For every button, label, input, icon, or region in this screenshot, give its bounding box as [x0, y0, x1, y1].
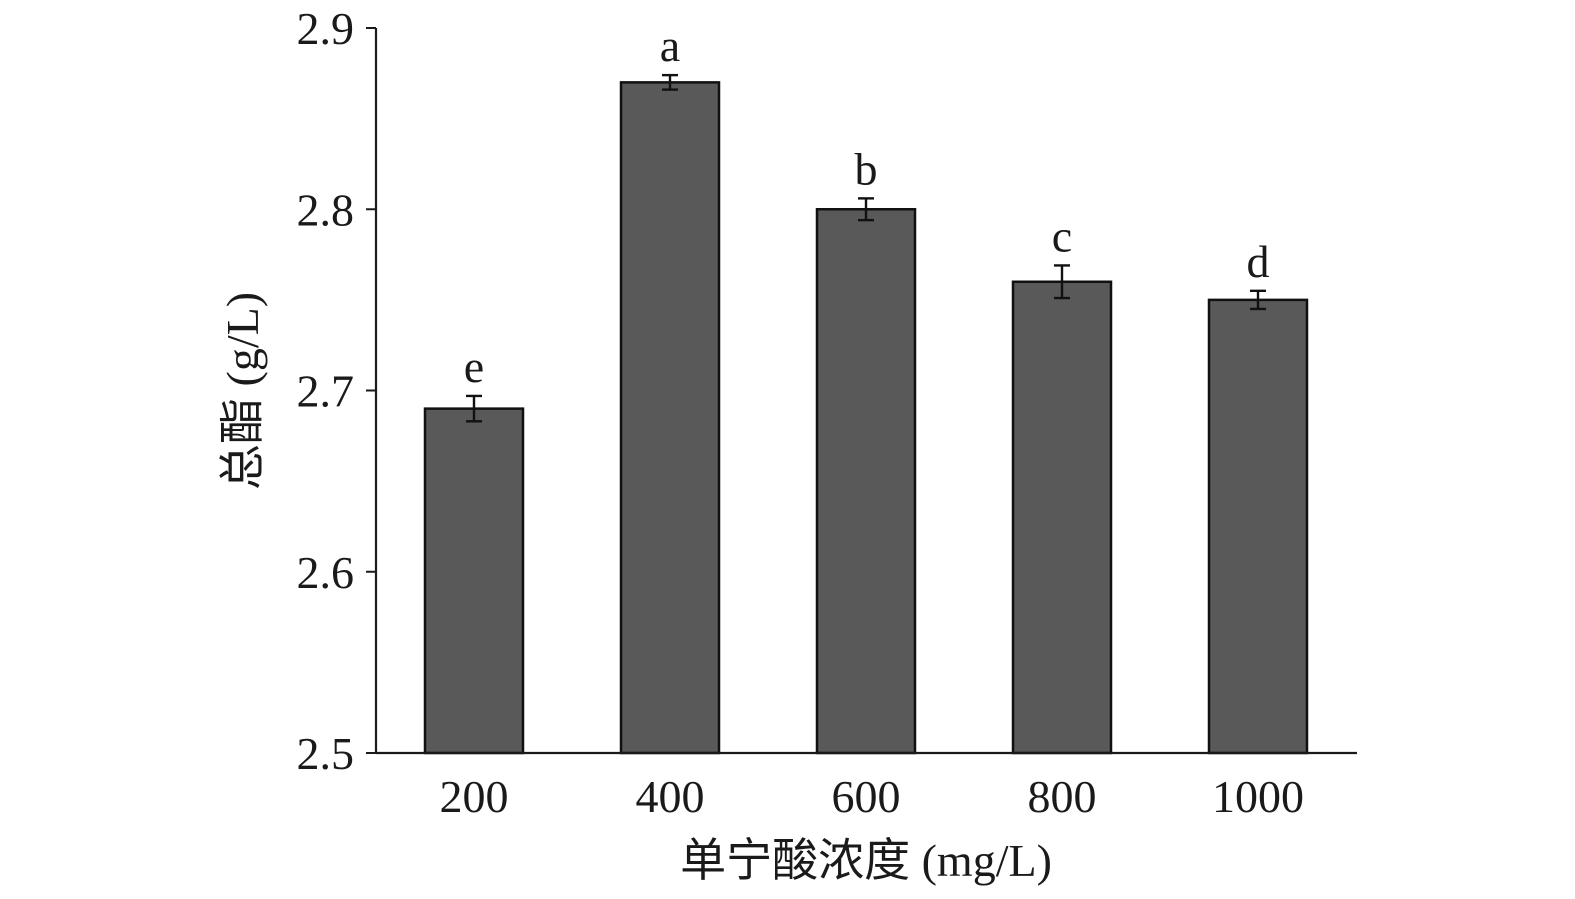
error-bar	[662, 73, 678, 91]
x-axis-ticks: 200 400 600 800 1000	[440, 771, 1305, 822]
significance-label: b	[855, 143, 878, 194]
x-tick-label: 200	[440, 771, 509, 822]
error-bar	[1250, 289, 1266, 311]
significance-label: a	[660, 20, 680, 71]
y-tick-label: 2.7	[297, 366, 355, 417]
bar	[423, 407, 525, 755]
significance-labels-group: e a b c d	[464, 20, 1270, 392]
bars-group	[423, 81, 1309, 755]
y-tick-label: 2.8	[297, 184, 355, 235]
x-tick-label: 1000	[1212, 771, 1304, 822]
y-axis-ticks: 2.5 2.6 2.7 2.8 2.9	[297, 3, 376, 779]
y-tick-label: 2.9	[297, 3, 355, 54]
error-bars-group	[466, 73, 1266, 423]
y-tick-label: 2.5	[297, 728, 355, 779]
x-axis-title: 单宁酸浓度 (mg/L)	[680, 835, 1052, 886]
significance-label: c	[1052, 210, 1072, 261]
bar	[1207, 298, 1309, 755]
significance-label: e	[464, 341, 484, 392]
bar	[815, 208, 917, 755]
error-bar	[858, 197, 874, 222]
significance-label: d	[1247, 236, 1270, 287]
error-bar	[466, 394, 482, 423]
x-tick-label: 800	[1028, 771, 1097, 822]
x-tick-label: 400	[636, 771, 705, 822]
y-axis-title: 总酯 (g/L)	[217, 292, 268, 490]
y-tick-label: 2.6	[297, 547, 355, 598]
bar	[1011, 280, 1113, 755]
bar	[619, 81, 721, 755]
x-tick-label: 600	[832, 771, 901, 822]
error-bar	[1054, 264, 1070, 300]
